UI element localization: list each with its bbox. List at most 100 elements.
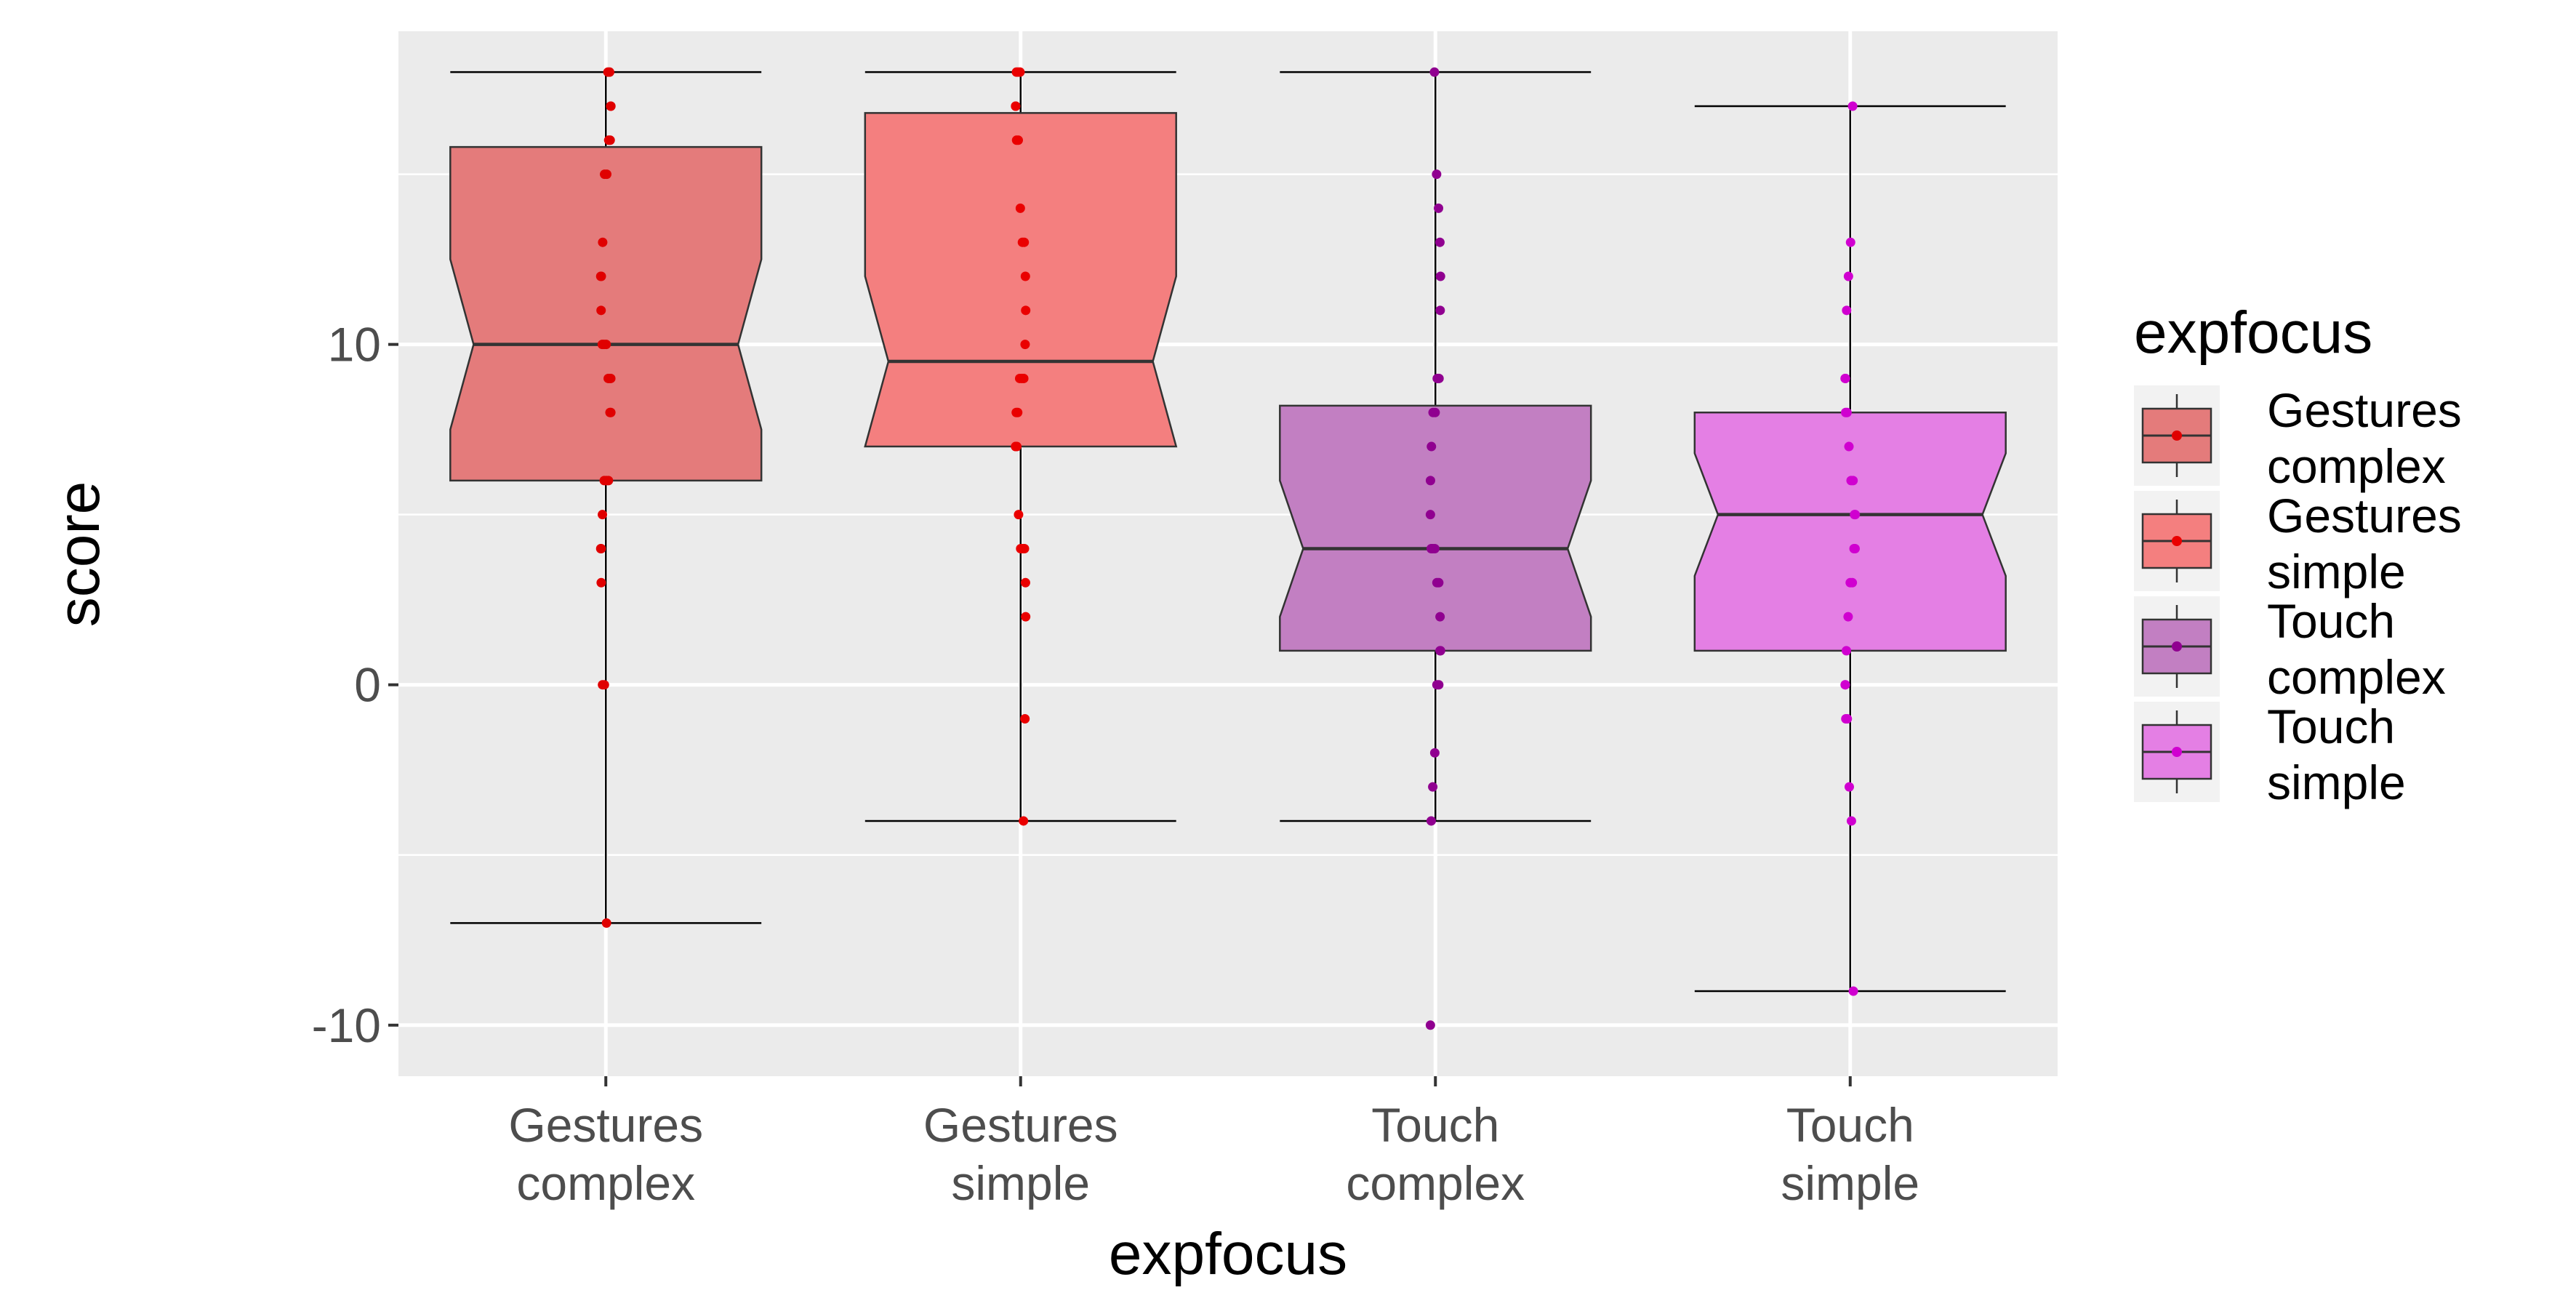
- legend: expfocus GesturescomplexGesturessimpleTo…: [2134, 300, 2462, 809]
- data-point: [1846, 816, 1856, 826]
- data-point: [1428, 782, 1438, 792]
- y-tick-label: -10: [312, 998, 381, 1052]
- data-point: [1850, 510, 1861, 520]
- data-point: [1427, 441, 1437, 452]
- data-point: [1844, 441, 1854, 452]
- x-tick-label: complex: [516, 1156, 695, 1210]
- data-point: [1020, 271, 1030, 281]
- data-point: [1840, 373, 1850, 383]
- box-4: [1693, 105, 2007, 993]
- data-point: [1425, 1020, 1435, 1030]
- data-point: [1844, 782, 1854, 792]
- data-point: [1434, 203, 1444, 213]
- data-point: [1434, 577, 1444, 588]
- box-body: [449, 145, 763, 482]
- data-point: [600, 169, 610, 180]
- legend-label: simple: [2267, 545, 2406, 598]
- data-point: [1019, 543, 1030, 553]
- data-point: [1435, 237, 1445, 247]
- data-point: [1849, 543, 1859, 553]
- data-point: [603, 135, 614, 145]
- data-point: [605, 407, 615, 417]
- data-point: [599, 680, 609, 690]
- x-axis-title: expfocus: [1109, 1221, 1347, 1287]
- points-series-4: [1840, 101, 1861, 996]
- data-point: [1435, 646, 1445, 656]
- legend-label: complex: [2267, 650, 2446, 704]
- data-point: [1021, 305, 1031, 316]
- x-tick-label: complex: [1346, 1156, 1525, 1210]
- legend-label: Touch: [2267, 594, 2395, 648]
- legend-key-point: [2172, 641, 2182, 652]
- x-tick-label: simple: [951, 1156, 1090, 1210]
- data-point: [1013, 135, 1023, 145]
- data-point: [1435, 271, 1445, 281]
- data-point: [598, 510, 608, 520]
- data-point: [1843, 612, 1853, 622]
- data-point: [1012, 441, 1022, 452]
- x-axis: GesturescomplexGesturessimpleTouchcomple…: [508, 1076, 1919, 1210]
- data-point: [1842, 407, 1852, 417]
- data-point: [1842, 646, 1852, 656]
- data-point: [1432, 680, 1442, 690]
- y-tick-label: 10: [328, 318, 381, 372]
- data-point: [1425, 476, 1435, 486]
- data-point: [606, 101, 616, 111]
- data-point: [1426, 816, 1436, 826]
- data-point: [595, 543, 606, 553]
- data-point: [1845, 237, 1855, 247]
- data-point: [598, 237, 608, 247]
- legend-key-point: [2172, 747, 2182, 757]
- data-point: [1843, 271, 1853, 281]
- data-point: [1425, 510, 1435, 520]
- x-tick-label: Touch: [1786, 1098, 1914, 1152]
- data-point: [1848, 986, 1858, 996]
- x-tick-label: Gestures: [923, 1098, 1118, 1152]
- data-point: [1011, 407, 1022, 417]
- data-point: [1845, 577, 1855, 588]
- data-point: [606, 373, 616, 383]
- points-series-2: [1011, 67, 1031, 826]
- box-2: [864, 71, 1178, 822]
- data-point: [596, 577, 606, 588]
- data-point: [1429, 67, 1440, 77]
- data-point: [1020, 714, 1030, 724]
- data-point: [1432, 373, 1443, 383]
- legend-title: expfocus: [2134, 300, 2372, 366]
- data-point: [1019, 237, 1030, 247]
- data-point: [1428, 407, 1438, 417]
- data-point: [1020, 340, 1030, 350]
- legend-key-point: [2172, 536, 2182, 546]
- data-point: [1842, 714, 1853, 724]
- box-body: [1279, 404, 1592, 652]
- y-axis-title: score: [46, 481, 112, 628]
- data-point: [599, 476, 609, 486]
- x-tick-label: Gestures: [508, 1098, 703, 1152]
- data-point: [1021, 612, 1031, 622]
- data-point: [1019, 816, 1029, 826]
- data-point: [1020, 577, 1030, 588]
- legend-key-point: [2172, 430, 2182, 441]
- box-3: [1279, 71, 1592, 822]
- data-point: [1842, 305, 1852, 316]
- data-point: [1435, 612, 1445, 622]
- data-point: [1432, 169, 1442, 180]
- box-body: [1693, 411, 2007, 652]
- data-point: [1014, 373, 1024, 383]
- box-body: [864, 112, 1178, 448]
- points-series-1: [595, 67, 616, 928]
- data-point: [596, 305, 606, 316]
- x-tick-label: simple: [1781, 1156, 1919, 1210]
- data-point: [604, 67, 614, 77]
- legend-label: Gestures: [2267, 489, 2462, 542]
- data-point: [1429, 543, 1440, 553]
- data-point: [595, 271, 606, 281]
- data-point: [1011, 101, 1021, 111]
- data-point: [1847, 101, 1858, 111]
- data-point: [1435, 305, 1445, 316]
- legend-label: simple: [2267, 756, 2406, 809]
